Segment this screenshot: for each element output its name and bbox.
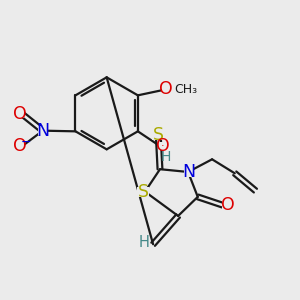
FancyBboxPatch shape (184, 167, 194, 177)
FancyBboxPatch shape (152, 130, 164, 140)
Text: CH₃: CH₃ (174, 83, 197, 96)
FancyBboxPatch shape (38, 126, 48, 135)
Text: S: S (138, 183, 149, 201)
Text: ·: · (160, 141, 164, 151)
Text: O: O (220, 196, 234, 214)
Text: O: O (159, 80, 173, 98)
Text: N: N (182, 163, 196, 181)
FancyBboxPatch shape (137, 187, 149, 197)
Text: H: H (161, 150, 171, 164)
Text: O: O (13, 137, 26, 155)
FancyBboxPatch shape (158, 142, 167, 150)
FancyBboxPatch shape (222, 200, 233, 210)
Text: O: O (156, 137, 170, 155)
Text: N: N (36, 122, 50, 140)
Text: O: O (13, 105, 26, 123)
FancyBboxPatch shape (161, 85, 171, 94)
FancyBboxPatch shape (15, 110, 24, 118)
FancyBboxPatch shape (140, 238, 148, 246)
Text: −: − (21, 136, 32, 149)
FancyBboxPatch shape (163, 153, 169, 160)
Text: H: H (138, 235, 149, 250)
FancyBboxPatch shape (15, 142, 24, 151)
Text: S: S (153, 125, 164, 143)
